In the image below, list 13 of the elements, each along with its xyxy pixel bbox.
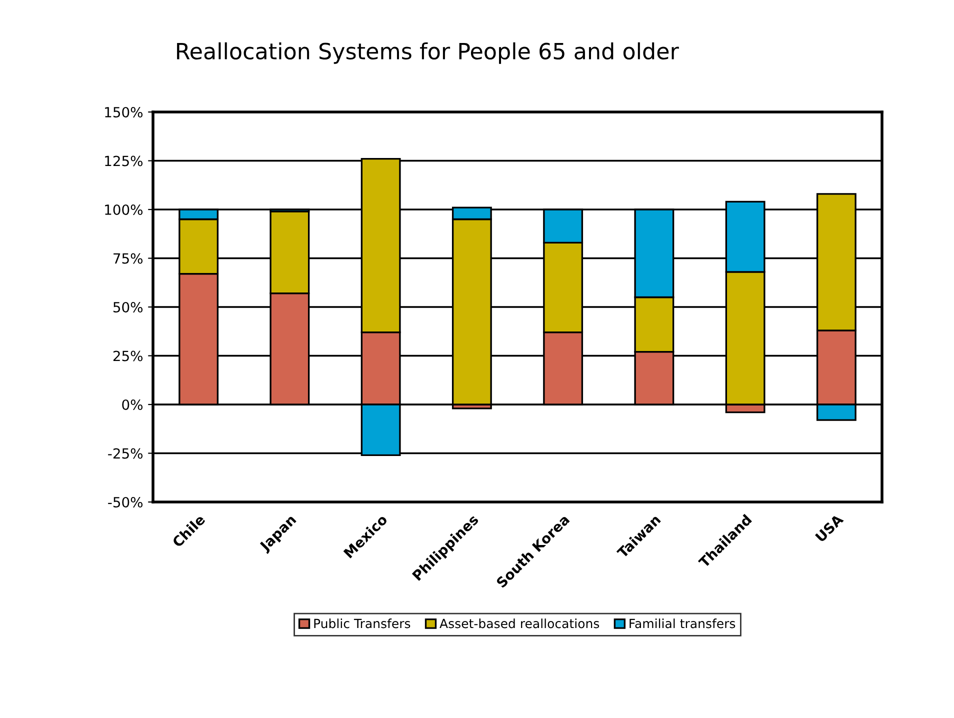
legend-label: Asset-based reallocations (440, 618, 600, 628)
y-tick-label: 25% (113, 350, 143, 362)
y-tick-label: 0% (122, 399, 143, 410)
legend-label: Familial transfers (630, 618, 736, 628)
y-tick-label: 75% (114, 253, 143, 264)
y-tick-label: 50% (113, 302, 143, 312)
chart-title: Reallocation Systems for People 65 and older (177, 42, 679, 64)
y-tick-label: 100% (105, 204, 143, 215)
y-tick-label: -50% (108, 496, 143, 508)
y-tick-label: -25% (108, 448, 143, 459)
y-tick-label: 125% (105, 156, 143, 166)
y-tick-label: 150% (105, 106, 143, 118)
legend-label: Public Transfers (314, 618, 410, 628)
